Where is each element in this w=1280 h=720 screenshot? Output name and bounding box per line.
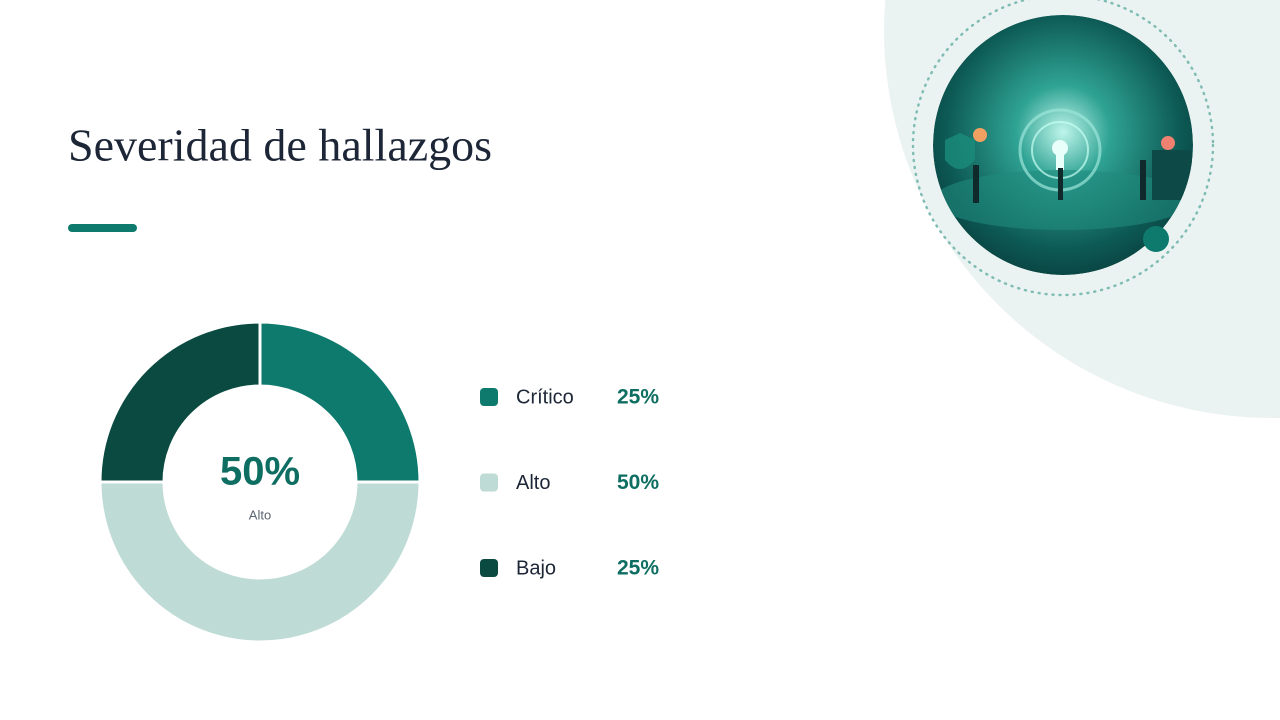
legend-label: Crítico	[516, 386, 574, 408]
legend-swatch	[480, 473, 498, 492]
legend-swatch	[480, 388, 498, 406]
dotted-ring	[911, 0, 1215, 297]
center-label: Alto	[249, 507, 271, 522]
legend-label: Alto	[516, 472, 550, 494]
donut-chart	[98, 320, 422, 644]
legend-label: Bajo	[516, 557, 556, 579]
accent-dot	[1143, 226, 1169, 252]
chart-title: Severidad de hallazgos	[68, 120, 492, 171]
donut-segment	[98, 480, 422, 644]
donut-segment	[98, 320, 262, 484]
title-underline	[68, 224, 137, 232]
legend: Crítico 25% Alto 50% Bajo 25%	[480, 386, 659, 580]
legend-swatch	[480, 559, 498, 577]
illustration	[933, 15, 1193, 275]
donut-segment	[258, 320, 422, 484]
legend-value: 50%	[617, 471, 659, 494]
legend-value: 25%	[617, 386, 659, 409]
legend-value: 25%	[617, 557, 659, 580]
center-value: 50%	[220, 450, 300, 494]
